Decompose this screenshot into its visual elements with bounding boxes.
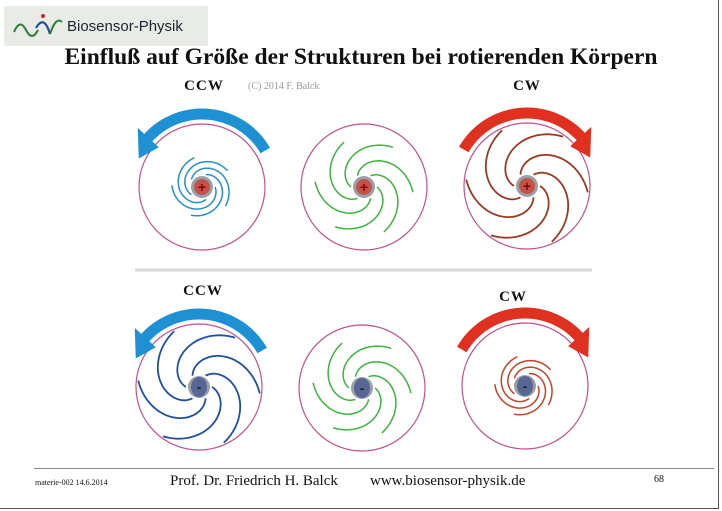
spiral-arm <box>507 359 552 395</box>
spiral-arm <box>354 361 412 394</box>
spiral-arm <box>190 173 224 217</box>
spiral-arm <box>191 355 261 394</box>
spiral-arm <box>334 186 384 230</box>
boundary-circle <box>461 322 589 450</box>
spiral-arm <box>332 387 382 431</box>
spiral-arm <box>184 160 229 196</box>
charge-core <box>194 179 210 195</box>
spiral-arm <box>342 345 392 389</box>
spiral-arm <box>327 342 356 401</box>
spiral-arm <box>513 366 553 406</box>
spiral-arm <box>533 171 570 243</box>
spiral-arm <box>500 356 530 403</box>
spiral-arm <box>162 386 222 440</box>
charge-core <box>354 378 370 398</box>
boundary-circle <box>135 323 263 451</box>
spiral-arm <box>465 179 535 218</box>
logo-text: Biosensor-Physik <box>67 18 183 35</box>
rotation-label: CW <box>499 289 527 305</box>
spiral-arm <box>137 380 207 419</box>
cw-rotation-arrow <box>457 307 590 358</box>
rotation-label: CCW <box>184 78 224 94</box>
spiral-arm <box>344 144 394 188</box>
spiral-arm <box>171 185 217 210</box>
spiral-arm <box>176 334 236 388</box>
spiral-arm <box>370 174 399 233</box>
charge-sign: - <box>360 380 365 396</box>
spiral-arm <box>314 181 372 214</box>
charge-core <box>517 376 533 396</box>
charge-core <box>191 377 207 397</box>
charge-sign: - <box>523 378 528 394</box>
footer-author: Prof. Dr. Friedrich H. Balck <box>170 473 338 489</box>
spiral-arm <box>356 160 414 193</box>
charge-sign: + <box>198 179 206 195</box>
spiral-arm <box>504 133 564 187</box>
charge-sign: - <box>197 379 202 395</box>
page-title: Einfluß auf Größe der Strukturen bei rot… <box>64 44 658 70</box>
boundary-circle <box>298 324 426 452</box>
spiral-arm <box>484 129 521 201</box>
charge-sign: + <box>523 178 531 194</box>
rotation-label: CW <box>513 78 541 94</box>
boundary-circle <box>138 123 266 251</box>
spiral-arm <box>205 372 242 444</box>
spiral-arm <box>519 154 589 193</box>
page-number: 68 <box>654 474 664 485</box>
spiral-arm <box>177 157 207 204</box>
footer-url: www.biosensor-physik.de <box>370 473 526 489</box>
spiral-arm <box>312 382 370 415</box>
spiral-arm <box>190 167 230 207</box>
footer-date: materie-002 14.6.2014 <box>35 478 108 487</box>
boundary-circle <box>300 123 428 251</box>
copyright-text: (C) 2014 F. Balck <box>248 81 319 92</box>
spiral-arm <box>156 330 193 402</box>
charge-core <box>356 179 372 195</box>
logo: Biosensor-Physik <box>4 6 208 46</box>
spiral-arm <box>329 141 358 200</box>
spiral-arm <box>494 384 540 409</box>
spiral-arm <box>490 185 550 239</box>
spiral-arm <box>513 372 547 416</box>
boundary-circle <box>463 122 591 250</box>
rotation-label: CCW <box>183 283 223 299</box>
ccw-rotation-arrow <box>137 108 270 159</box>
rotation-figure: + CCW + + CW - CCW - - CW (C) 2014 F. Balck <box>60 78 660 465</box>
spiral-arm <box>368 375 397 434</box>
ccw-rotation-arrow <box>134 308 267 359</box>
footer-divider <box>34 468 714 469</box>
charge-sign: + <box>360 179 368 195</box>
figure-background <box>60 80 660 465</box>
cw-rotation-arrow <box>459 107 592 158</box>
charge-core <box>519 178 535 194</box>
logo-wave-icon <box>13 14 63 37</box>
